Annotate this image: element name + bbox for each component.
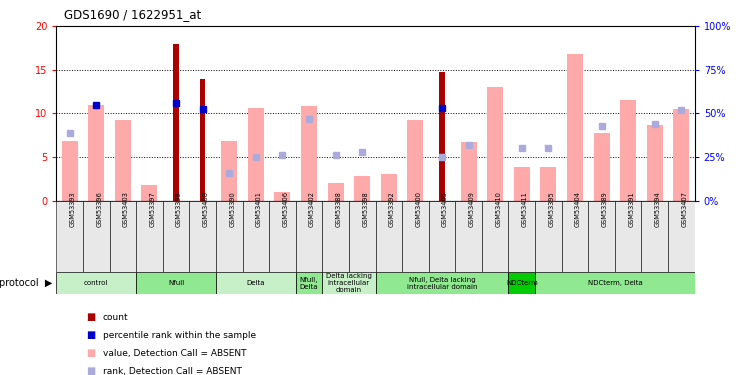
- Bar: [668, 201, 695, 272]
- Bar: [243, 201, 269, 272]
- Text: ■: ■: [86, 366, 95, 375]
- Bar: [269, 201, 296, 272]
- Text: Delta: Delta: [246, 280, 265, 286]
- Bar: [110, 201, 136, 272]
- Bar: [508, 201, 535, 272]
- Bar: [322, 201, 349, 272]
- Bar: [588, 201, 615, 272]
- Bar: [56, 272, 136, 294]
- Bar: [562, 201, 588, 272]
- Text: GSM53399: GSM53399: [176, 191, 182, 227]
- Bar: [535, 201, 562, 272]
- Text: rank, Detection Call = ABSENT: rank, Detection Call = ABSENT: [103, 367, 242, 375]
- Bar: [620, 100, 636, 201]
- Text: Nfull,
Delta: Nfull, Delta: [300, 277, 318, 290]
- Text: NDCterm, Delta: NDCterm, Delta: [587, 280, 642, 286]
- Bar: [115, 120, 131, 201]
- Bar: [455, 201, 482, 272]
- Bar: [567, 54, 583, 201]
- Text: GSM53398: GSM53398: [362, 191, 368, 227]
- Text: value, Detection Call = ABSENT: value, Detection Call = ABSENT: [103, 349, 246, 358]
- Bar: [402, 201, 429, 272]
- Bar: [83, 201, 110, 272]
- Text: GSM53396: GSM53396: [96, 191, 102, 227]
- Bar: [354, 176, 370, 201]
- Text: GSM53410: GSM53410: [495, 191, 501, 227]
- Text: GSM53397: GSM53397: [149, 191, 155, 227]
- Text: GSM53392: GSM53392: [389, 191, 395, 227]
- Bar: [173, 44, 179, 201]
- Bar: [641, 201, 668, 272]
- Text: GSM53402: GSM53402: [309, 191, 315, 227]
- Text: GSM53394: GSM53394: [655, 191, 661, 227]
- Text: GSM53389: GSM53389: [602, 191, 608, 227]
- Bar: [487, 87, 503, 201]
- Bar: [349, 201, 376, 272]
- Text: GSM53407: GSM53407: [681, 191, 687, 227]
- Bar: [141, 185, 158, 201]
- Text: GSM53390: GSM53390: [229, 191, 235, 227]
- Bar: [381, 174, 397, 201]
- Bar: [222, 141, 237, 201]
- Bar: [301, 106, 317, 201]
- Text: ■: ■: [86, 330, 95, 340]
- Text: GSM53404: GSM53404: [575, 191, 581, 227]
- Bar: [163, 201, 189, 272]
- Bar: [508, 272, 535, 294]
- Bar: [296, 201, 322, 272]
- Bar: [535, 272, 695, 294]
- Bar: [248, 108, 264, 201]
- Bar: [647, 125, 663, 201]
- Text: percentile rank within the sample: percentile rank within the sample: [103, 331, 256, 340]
- Bar: [376, 272, 508, 294]
- Text: ■: ■: [86, 348, 95, 358]
- Bar: [439, 72, 445, 201]
- Text: Delta lacking
intracellular
domain: Delta lacking intracellular domain: [326, 273, 372, 293]
- Text: Nfull, Delta lacking
intracellular domain: Nfull, Delta lacking intracellular domai…: [407, 277, 477, 290]
- Text: GSM53388: GSM53388: [336, 191, 342, 227]
- Text: GSM53405: GSM53405: [442, 191, 448, 227]
- Text: protocol  ▶: protocol ▶: [0, 278, 53, 288]
- Text: GSM53409: GSM53409: [469, 191, 475, 227]
- Text: GSM53400: GSM53400: [415, 191, 421, 227]
- Text: GDS1690 / 1622951_at: GDS1690 / 1622951_at: [64, 8, 201, 21]
- Bar: [216, 201, 243, 272]
- Bar: [136, 272, 216, 294]
- Bar: [89, 105, 104, 201]
- Text: NDCterm: NDCterm: [506, 280, 538, 286]
- Text: GSM53395: GSM53395: [548, 191, 554, 227]
- Text: GSM53403: GSM53403: [123, 191, 129, 227]
- Text: GSM53406: GSM53406: [282, 191, 288, 227]
- Text: GSM53393: GSM53393: [70, 191, 76, 227]
- Text: ■: ■: [86, 312, 95, 322]
- Bar: [274, 192, 291, 201]
- Bar: [429, 201, 455, 272]
- Bar: [482, 201, 508, 272]
- Bar: [327, 183, 344, 201]
- Text: GSM53408: GSM53408: [203, 191, 209, 227]
- Bar: [408, 120, 424, 201]
- Bar: [674, 109, 689, 201]
- Bar: [376, 201, 402, 272]
- Bar: [460, 142, 477, 201]
- Bar: [296, 272, 322, 294]
- Bar: [56, 201, 83, 272]
- Text: count: count: [103, 313, 128, 322]
- Bar: [216, 272, 296, 294]
- Text: GSM53411: GSM53411: [522, 191, 528, 227]
- Bar: [541, 168, 556, 201]
- Text: GSM53401: GSM53401: [256, 191, 262, 227]
- Bar: [200, 79, 206, 201]
- Bar: [136, 201, 163, 272]
- Bar: [514, 168, 529, 201]
- Bar: [615, 201, 641, 272]
- Bar: [62, 141, 77, 201]
- Bar: [189, 201, 216, 272]
- Text: GSM53391: GSM53391: [628, 191, 634, 227]
- Text: control: control: [84, 280, 108, 286]
- Text: Nfull: Nfull: [168, 280, 184, 286]
- Bar: [593, 133, 610, 201]
- Bar: [322, 272, 376, 294]
